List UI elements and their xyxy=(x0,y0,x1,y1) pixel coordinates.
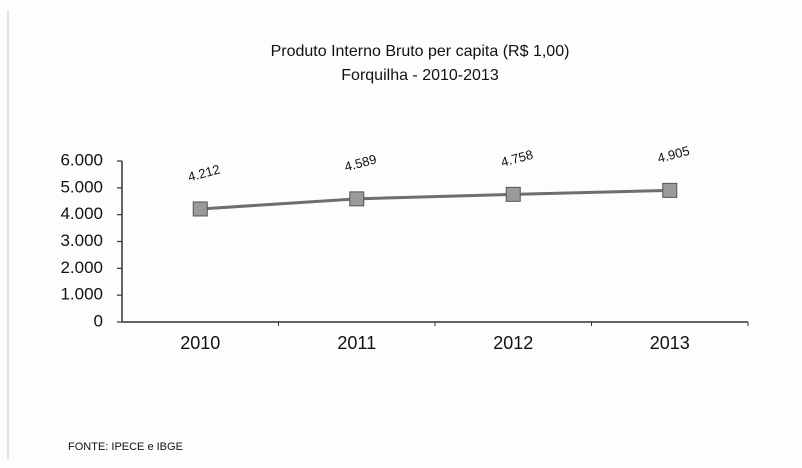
y-tick-label: 6.000 xyxy=(60,150,103,169)
y-tick-label: 1.000 xyxy=(60,285,103,304)
marker xyxy=(662,182,678,198)
chart-subtitle: Forquilha - 2010-2013 xyxy=(341,67,499,84)
y-tick-label: 2.000 xyxy=(60,258,103,277)
x-tick-label: 2011 xyxy=(337,333,376,353)
marker xyxy=(192,201,208,217)
marker xyxy=(505,186,521,202)
line xyxy=(200,188,670,211)
y-tick-label: 5.000 xyxy=(60,177,103,196)
chart-title: Produto Interno Bruto per capita (R$ 1,0… xyxy=(271,43,570,60)
x-tick-label: 2013 xyxy=(650,333,690,353)
x-tick-label: 2012 xyxy=(493,333,533,353)
y-tick-label: 4.000 xyxy=(60,204,103,223)
y-tick-label: 0 xyxy=(94,311,103,330)
y-tick-label: 3.000 xyxy=(60,231,103,250)
x-tick-label: 2010 xyxy=(180,333,220,353)
marker xyxy=(349,191,365,207)
source: FONTE: IPECE e IBGE xyxy=(68,441,183,453)
